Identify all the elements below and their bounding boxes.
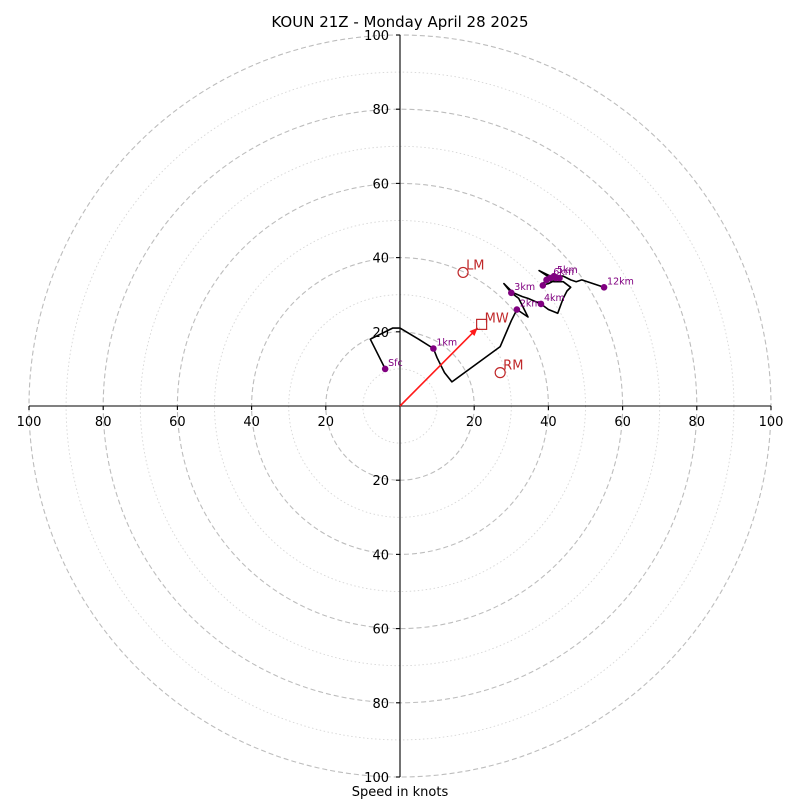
storm-motion-markers: MW LM RM [399,258,523,407]
height-marker [381,365,389,373]
tick-labels: 100 80 60 40 20 20 40 60 80 100100806040202040608… [17,29,784,786]
height-marker-label: 12km [607,276,634,287]
hodograph-line [369,269,605,383]
x-axis-label: Speed in knots [352,785,449,800]
y-tick-label: 100 [364,29,389,44]
left-mover-label: LM [466,258,484,273]
height-marker-label: 4km [544,293,565,304]
height-marker-label: 1km [436,337,457,348]
y-tick-label: 80 [372,103,389,118]
x-tick-label: 20 [466,415,483,430]
height-marker-label: 6km [553,267,574,278]
y-tick-label: 20 [372,474,389,489]
height-marker-label: 2km [520,299,541,310]
x-tick-label: 100 [759,415,784,430]
y-tick-label: 40 [372,548,389,563]
height-marker [556,274,563,282]
height-marker-label: 5km [557,265,578,276]
x-tick-label: 100 [17,415,42,430]
mean-wind-arrowhead [469,327,478,337]
left-mover-marker [457,266,469,279]
height-marker-label: Sfc [388,358,403,369]
y-tick-label: 60 [372,177,389,192]
y-tick-label: 80 [372,697,389,712]
x-tick-label: 60 [169,415,186,430]
height-marker [508,289,515,297]
y-tick-label: 100 [364,771,389,786]
x-tick-label: 60 [614,415,631,430]
chart-title: KOUN 21Z - Monday April 28 2025 [271,13,528,31]
height-marker [513,306,521,313]
x-tick-label: 40 [540,415,557,430]
x-tick-label: 80 [689,415,706,430]
mean-wind-vector [399,327,479,407]
hodograph-trace [369,269,605,383]
height-marker-label: 3km [514,282,535,293]
y-tick-label: 60 [372,623,389,638]
height-marker [537,300,545,308]
height-marker [600,283,608,291]
height-marker [539,282,547,289]
height-marker [550,272,558,280]
x-tick-label: 40 [243,415,260,430]
x-tick-label: 20 [318,415,335,430]
right-mover-marker [494,367,506,379]
mean-wind-label: MW [485,311,509,326]
y-tick-label: 40 [372,252,389,267]
height-marker [430,345,437,352]
right-mover-label: RM [503,359,523,374]
x-tick-label: 80 [95,415,112,430]
mean-wind-marker [476,318,488,330]
